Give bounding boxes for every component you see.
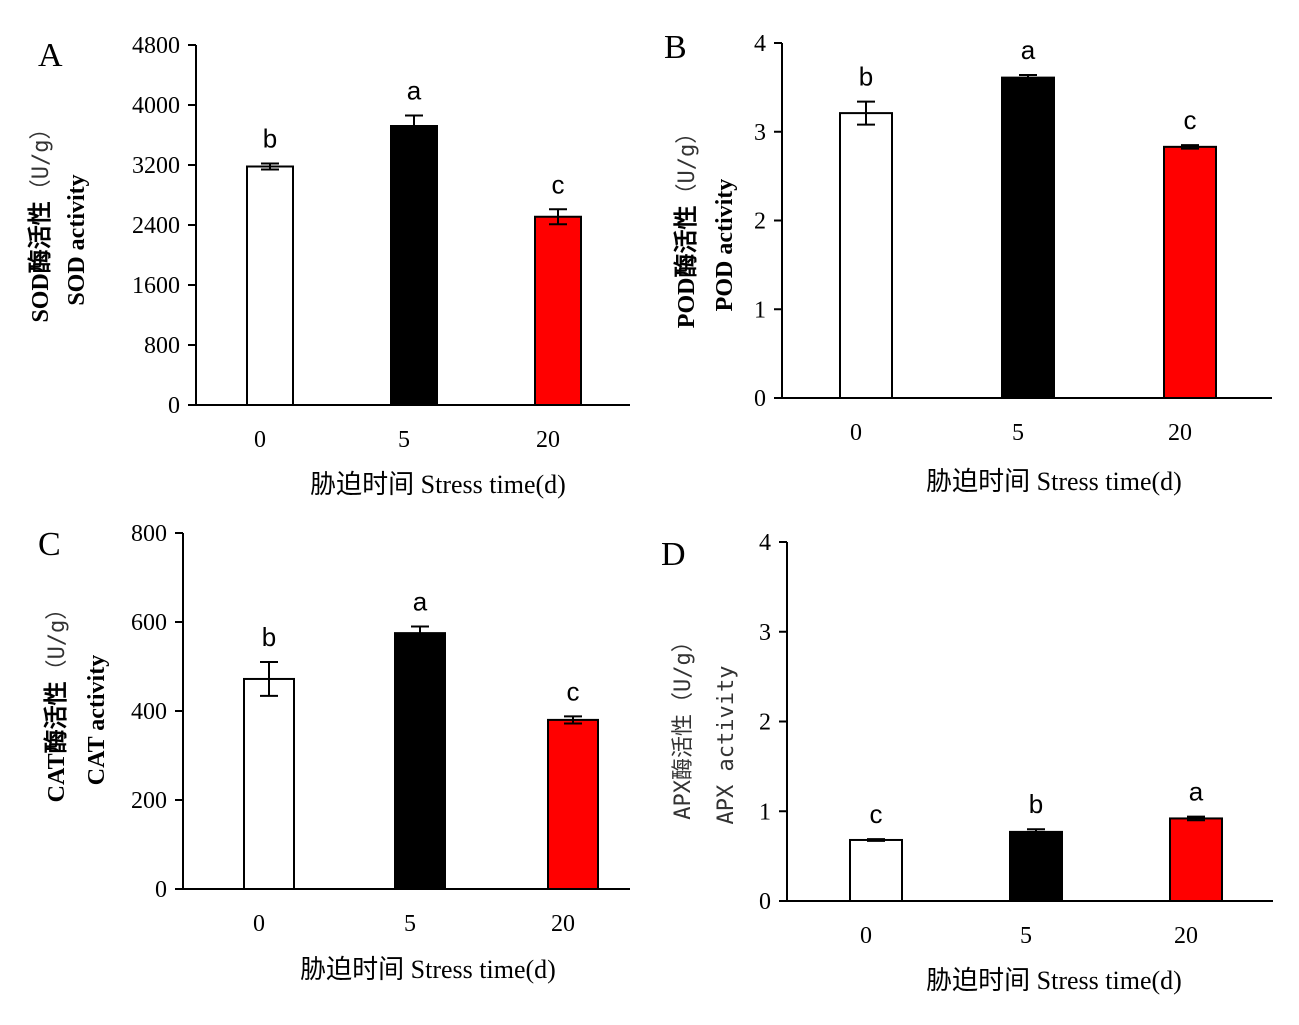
significance-label: b [262, 622, 276, 652]
x-tick-label: 0 [253, 911, 265, 937]
bar [246, 165, 294, 406]
significance-label: a [1189, 777, 1204, 807]
x-axis-label: 胁迫时间 Stress time(d) [300, 955, 556, 984]
y-tick-label: 0 [759, 889, 771, 915]
y-tick-label: 0 [168, 393, 180, 419]
y-axis-label-en: POD activity [712, 179, 738, 312]
bar [839, 112, 893, 400]
x-axis-label: 胁迫时间 Stress time(d) [926, 467, 1182, 496]
y-tick-label: 4 [759, 530, 771, 556]
x-tick-label: 0 [860, 923, 872, 949]
bar [243, 677, 295, 891]
significance-label: b [859, 62, 873, 92]
y-axis-label: SOD酶活性（U/g） [26, 117, 54, 322]
panel-a: A 0 800 1600 2400 3200 4000 4800 b 0 a 5 c 20 胁迫时间 Str… [26, 33, 630, 499]
y-axis-label-unit: （U/g） [675, 122, 700, 206]
y-tick-label: 600 [131, 610, 167, 636]
bar [534, 215, 582, 406]
significance-label: c [552, 169, 565, 199]
panel-letter: D [661, 536, 686, 573]
y-tick-label: 200 [131, 788, 167, 814]
bar [1009, 830, 1063, 903]
bar [547, 718, 599, 891]
y-tick-label: 1 [759, 799, 771, 825]
bar [1169, 817, 1223, 902]
x-tick-label: 5 [404, 911, 416, 937]
significance-label: c [1184, 105, 1197, 135]
y-tick-label: 1600 [132, 273, 180, 299]
x-tick-label: 20 [551, 911, 575, 937]
y-tick-label: 2 [754, 209, 766, 235]
y-tick-label: 4000 [132, 93, 180, 119]
bar [849, 838, 903, 902]
x-tick-label: 5 [1012, 420, 1024, 446]
y-axis-label-cn: SOD酶活性 [26, 201, 54, 322]
significance-label: c [870, 799, 883, 829]
y-axis-label: CAT酶活性（U/g） [42, 598, 70, 803]
y-axis-label-cn: CAT酶活性 [42, 681, 70, 802]
significance-label: a [407, 76, 422, 106]
significance-label: a [1021, 35, 1036, 65]
x-tick-label: 20 [1168, 420, 1192, 446]
y-tick-label: 1 [754, 297, 766, 323]
y-axis-label-cn: POD酶活性 [672, 206, 700, 329]
y-tick-label: 0 [155, 877, 167, 903]
bar [394, 632, 446, 890]
x-axis-label: 胁迫时间 Stress time(d) [310, 470, 566, 499]
panel-c: C 0 200 400 600 800 b 0 a 5 c 20 胁迫时间 Stress time(d)… [38, 521, 630, 984]
y-tick-label: 4 [754, 31, 766, 57]
y-axis-label-en: CAT activity [84, 655, 110, 785]
y-tick-label: 0 [754, 386, 766, 412]
panel-letter: B [664, 29, 687, 66]
bar [1001, 76, 1055, 400]
y-axis-label-line2: APX activity [714, 666, 739, 825]
y-axis-label-unit: （U/g） [45, 598, 70, 682]
significance-label: b [263, 124, 277, 154]
y-tick-label: 3 [759, 620, 771, 646]
y-tick-label: 400 [131, 699, 167, 725]
x-tick-label: 20 [536, 427, 560, 453]
panel-letter: C [38, 526, 61, 563]
y-tick-label: 4800 [132, 33, 180, 59]
y-axis-label-unit: （U/g） [29, 117, 54, 201]
x-tick-label: 0 [850, 420, 862, 446]
x-axis-label: 胁迫时间 Stress time(d) [926, 966, 1182, 995]
significance-label: c [567, 676, 580, 706]
significance-label: a [413, 586, 428, 616]
panel-d: D 0 1 2 3 4 c 0 b 5 a 20 胁迫时间 Stress time(d) APX酶活性（U… [661, 530, 1273, 995]
panel-letter: A [38, 37, 63, 74]
y-tick-label: 800 [131, 521, 167, 547]
y-axis-label-en: SOD activity [64, 174, 90, 305]
y-tick-label: 800 [144, 333, 180, 359]
x-tick-label: 0 [254, 427, 266, 453]
panel-b: B 0 1 2 3 4 b 0 a 5 c 20 胁迫时间 Stress time(d) POD酶活性（U… [664, 29, 1272, 496]
x-tick-label: 5 [398, 427, 410, 453]
y-axis-label: POD酶活性（U/g） [672, 122, 700, 328]
y-tick-label: 2400 [132, 213, 180, 239]
bar [1163, 145, 1217, 399]
y-tick-label: 3200 [132, 153, 180, 179]
x-tick-label: 5 [1020, 923, 1032, 949]
y-tick-label: 2 [759, 710, 771, 736]
bar [390, 125, 438, 406]
x-tick-label: 20 [1174, 923, 1198, 949]
y-axis-label-line1: APX酶活性（U/g） [671, 630, 696, 819]
significance-label: b [1029, 789, 1043, 819]
y-tick-label: 3 [754, 120, 766, 146]
